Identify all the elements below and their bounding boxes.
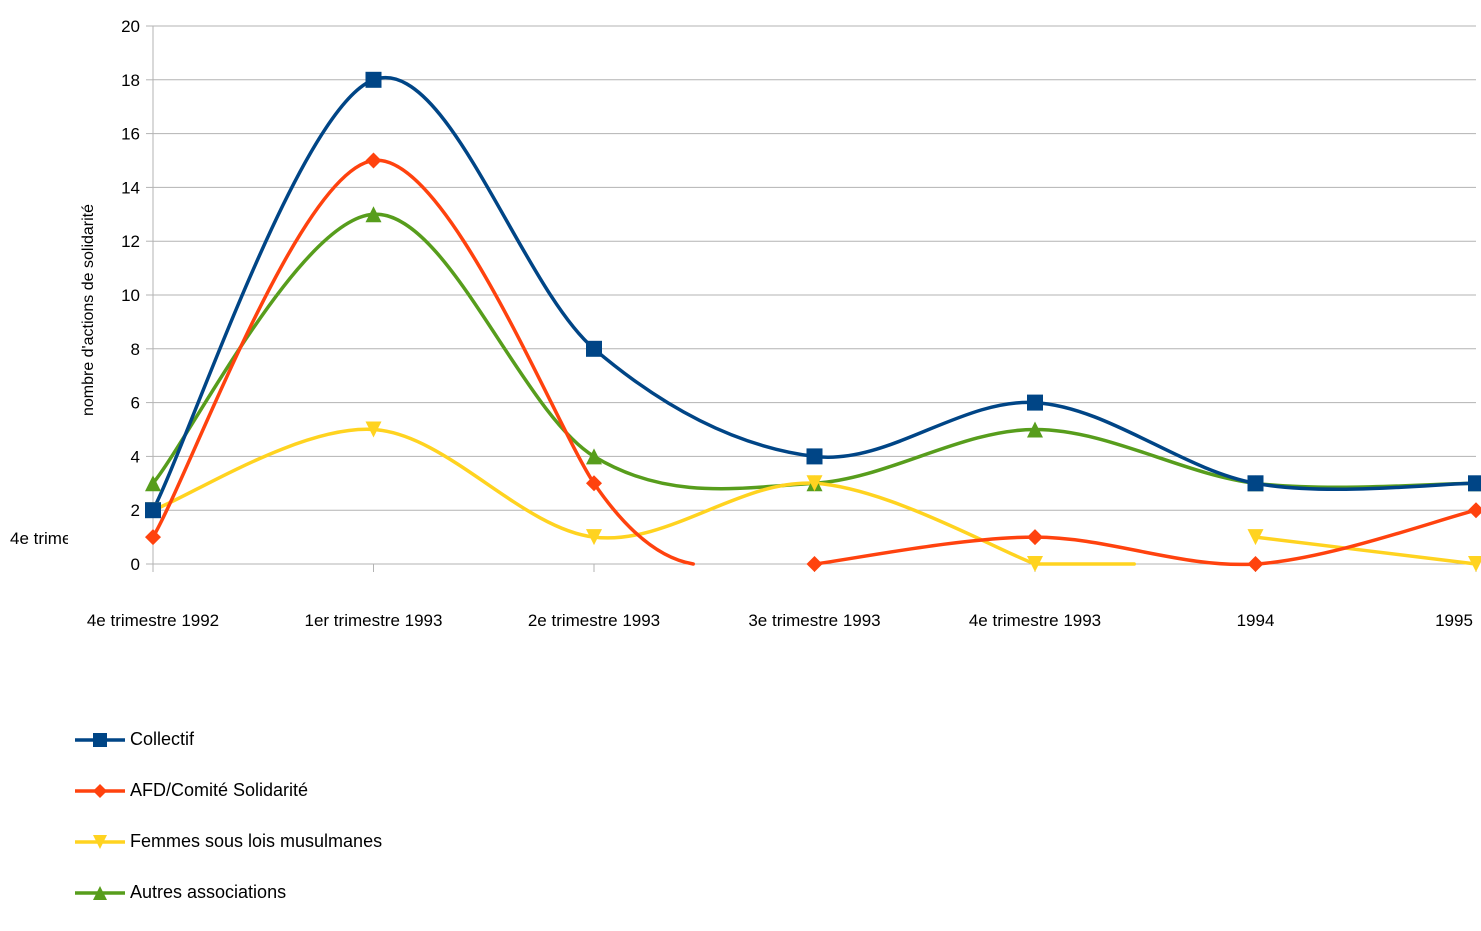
y-tick-label: 20 [121,17,140,36]
diamond-marker [586,475,602,492]
diamond-marker [93,784,107,798]
stray-category-label: 4e trimestre 1992 [10,529,68,548]
triangle-up-marker [93,886,107,900]
triangle-down-marker [365,421,382,438]
line-chart: 0 2 4 6 8 10 12 14 16 18 20 4e trimestre 1992 1er t… [80,17,1481,630]
triangle-down-marker [93,835,107,849]
legend-swatch [75,886,125,900]
legend-swatch [75,733,125,747]
y-tick-label: 4 [131,447,140,466]
x-tick-label: 1995 [1435,611,1473,630]
y-tick-label: 0 [131,555,140,574]
square-marker [93,733,107,747]
square-marker [1027,394,1043,411]
legend-label: Autres associations [130,882,287,902]
y-tick-label: 8 [131,340,140,359]
diamond-marker [1027,529,1043,546]
triangle-up-marker [1027,421,1043,438]
triangle-down-marker [1247,529,1264,546]
y-tick-label: 12 [121,232,140,251]
series-lines [151,75,1478,567]
x-tick-label: 1994 [1237,611,1275,630]
legend-swatch [75,784,125,798]
legend-label: Collectif [130,729,195,749]
triangle-up-marker [586,448,602,465]
triangle-down-marker [1468,556,1481,572]
series-line [1253,535,1478,566]
x-tick-label: 4e trimestre 1993 [969,611,1101,630]
series-line [151,75,1478,512]
x-tick-label: 2e trimestre 1993 [528,611,660,630]
series-line [812,508,1478,567]
y-tick-label: 2 [131,501,140,520]
triangle-up-marker [145,475,161,492]
diamond-marker [1468,502,1481,519]
triangle-down-marker [1027,556,1043,572]
triangle-down-marker [586,529,602,546]
y-tick-label: 10 [121,286,140,305]
legend-label: AFD/Comité Solidarité [130,780,309,800]
gridlines [153,25,1476,565]
square-marker [365,71,382,88]
square-marker [806,448,823,465]
diamond-marker [365,152,382,169]
square-marker [1247,475,1264,492]
legend-swatch [75,835,125,849]
diamond-marker [806,556,823,572]
x-tick-labels: 4e trimestre 1992 1er trimestre 1993 2e tr… [87,611,1473,630]
triangle-up-marker [365,206,382,223]
series-line [151,212,1478,491]
x-tick-label: 1er trimestre 1993 [305,611,443,630]
y-tick-labels: 0 2 4 6 8 10 12 14 16 18 20 [121,17,140,574]
square-marker [586,340,602,357]
legend-label: Femmes sous lois musulmanes [130,831,383,851]
square-marker [1468,475,1481,492]
series-markers [145,71,1481,572]
y-tick-label: 6 [131,394,140,413]
triangle-down-marker [806,475,823,492]
diamond-marker [1247,556,1264,572]
y-tick-label: 16 [121,125,140,144]
y-tick-label: 14 [121,178,140,197]
y-axis-label: nombre d'actions de solidarité [80,204,97,416]
y-tick-label: 18 [121,71,140,90]
series-line-tail [592,481,695,566]
x-tick-label: 4e trimestre 1992 [87,611,219,630]
square-marker [145,502,161,519]
diamond-marker [145,529,161,546]
x-tick-label: 3e trimestre 1993 [748,611,880,630]
